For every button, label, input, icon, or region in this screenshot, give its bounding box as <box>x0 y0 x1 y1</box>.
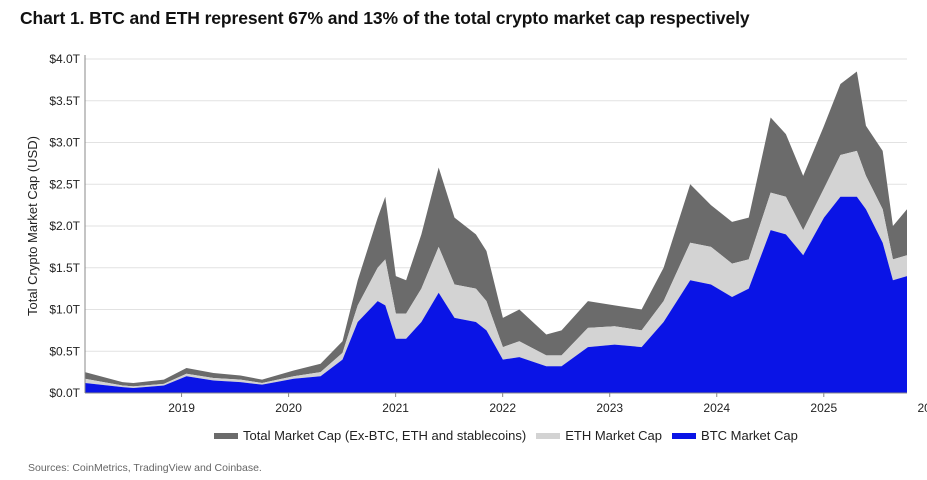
legend-item-btc: BTC Market Cap <box>672 428 798 443</box>
y-tick-label: $2.5T <box>49 177 80 191</box>
source-note: Sources: CoinMetrics, TradingView and Co… <box>28 462 262 474</box>
legend-swatch-other <box>214 432 238 439</box>
x-tick-label: 2022 <box>489 401 516 415</box>
x-tick-label: 2019 <box>168 401 195 415</box>
legend-label-btc: BTC Market Cap <box>701 428 798 443</box>
y-tick-label: $1.0T <box>49 303 80 317</box>
y-tick-label: $3.5T <box>49 94 80 108</box>
x-tick-label: 2025 <box>810 401 837 415</box>
x-tick-label: 2026 <box>917 401 927 415</box>
legend-swatch-eth <box>536 432 561 439</box>
area-other <box>85 71 907 387</box>
legend-label-other: Total Market Cap (Ex-BTC, ETH and stable… <box>243 428 527 443</box>
legend-item-eth: ETH Market Cap <box>536 428 662 443</box>
legend-swatch-btc <box>672 432 697 439</box>
y-tick-label: $0.5T <box>49 344 80 358</box>
legend: Total Market Cap (Ex-BTC, ETH and stable… <box>214 428 808 443</box>
y-tick-label: $1.5T <box>49 261 80 275</box>
y-axis-label: Total Crypto Market Cap (USD) <box>25 136 40 316</box>
y-tick-label: $4.0T <box>49 52 80 66</box>
legend-label-eth: ETH Market Cap <box>565 428 663 443</box>
x-tick-label: 2024 <box>703 401 730 415</box>
chart-title: Chart 1. BTC and ETH represent 67% and 1… <box>20 8 750 28</box>
x-tick-label: 2021 <box>382 401 409 415</box>
area-btc <box>85 196 907 393</box>
area-eth <box>85 150 907 388</box>
y-tick-label: $2.0T <box>49 219 80 233</box>
y-tick-label: $0.0T <box>49 386 80 400</box>
y-tick-label: $3.0T <box>49 136 80 150</box>
x-tick-label: 2023 <box>596 401 623 415</box>
x-tick-label: 2020 <box>275 401 302 415</box>
legend-item-other: Total Market Cap (Ex-BTC, ETH and stable… <box>214 428 526 443</box>
